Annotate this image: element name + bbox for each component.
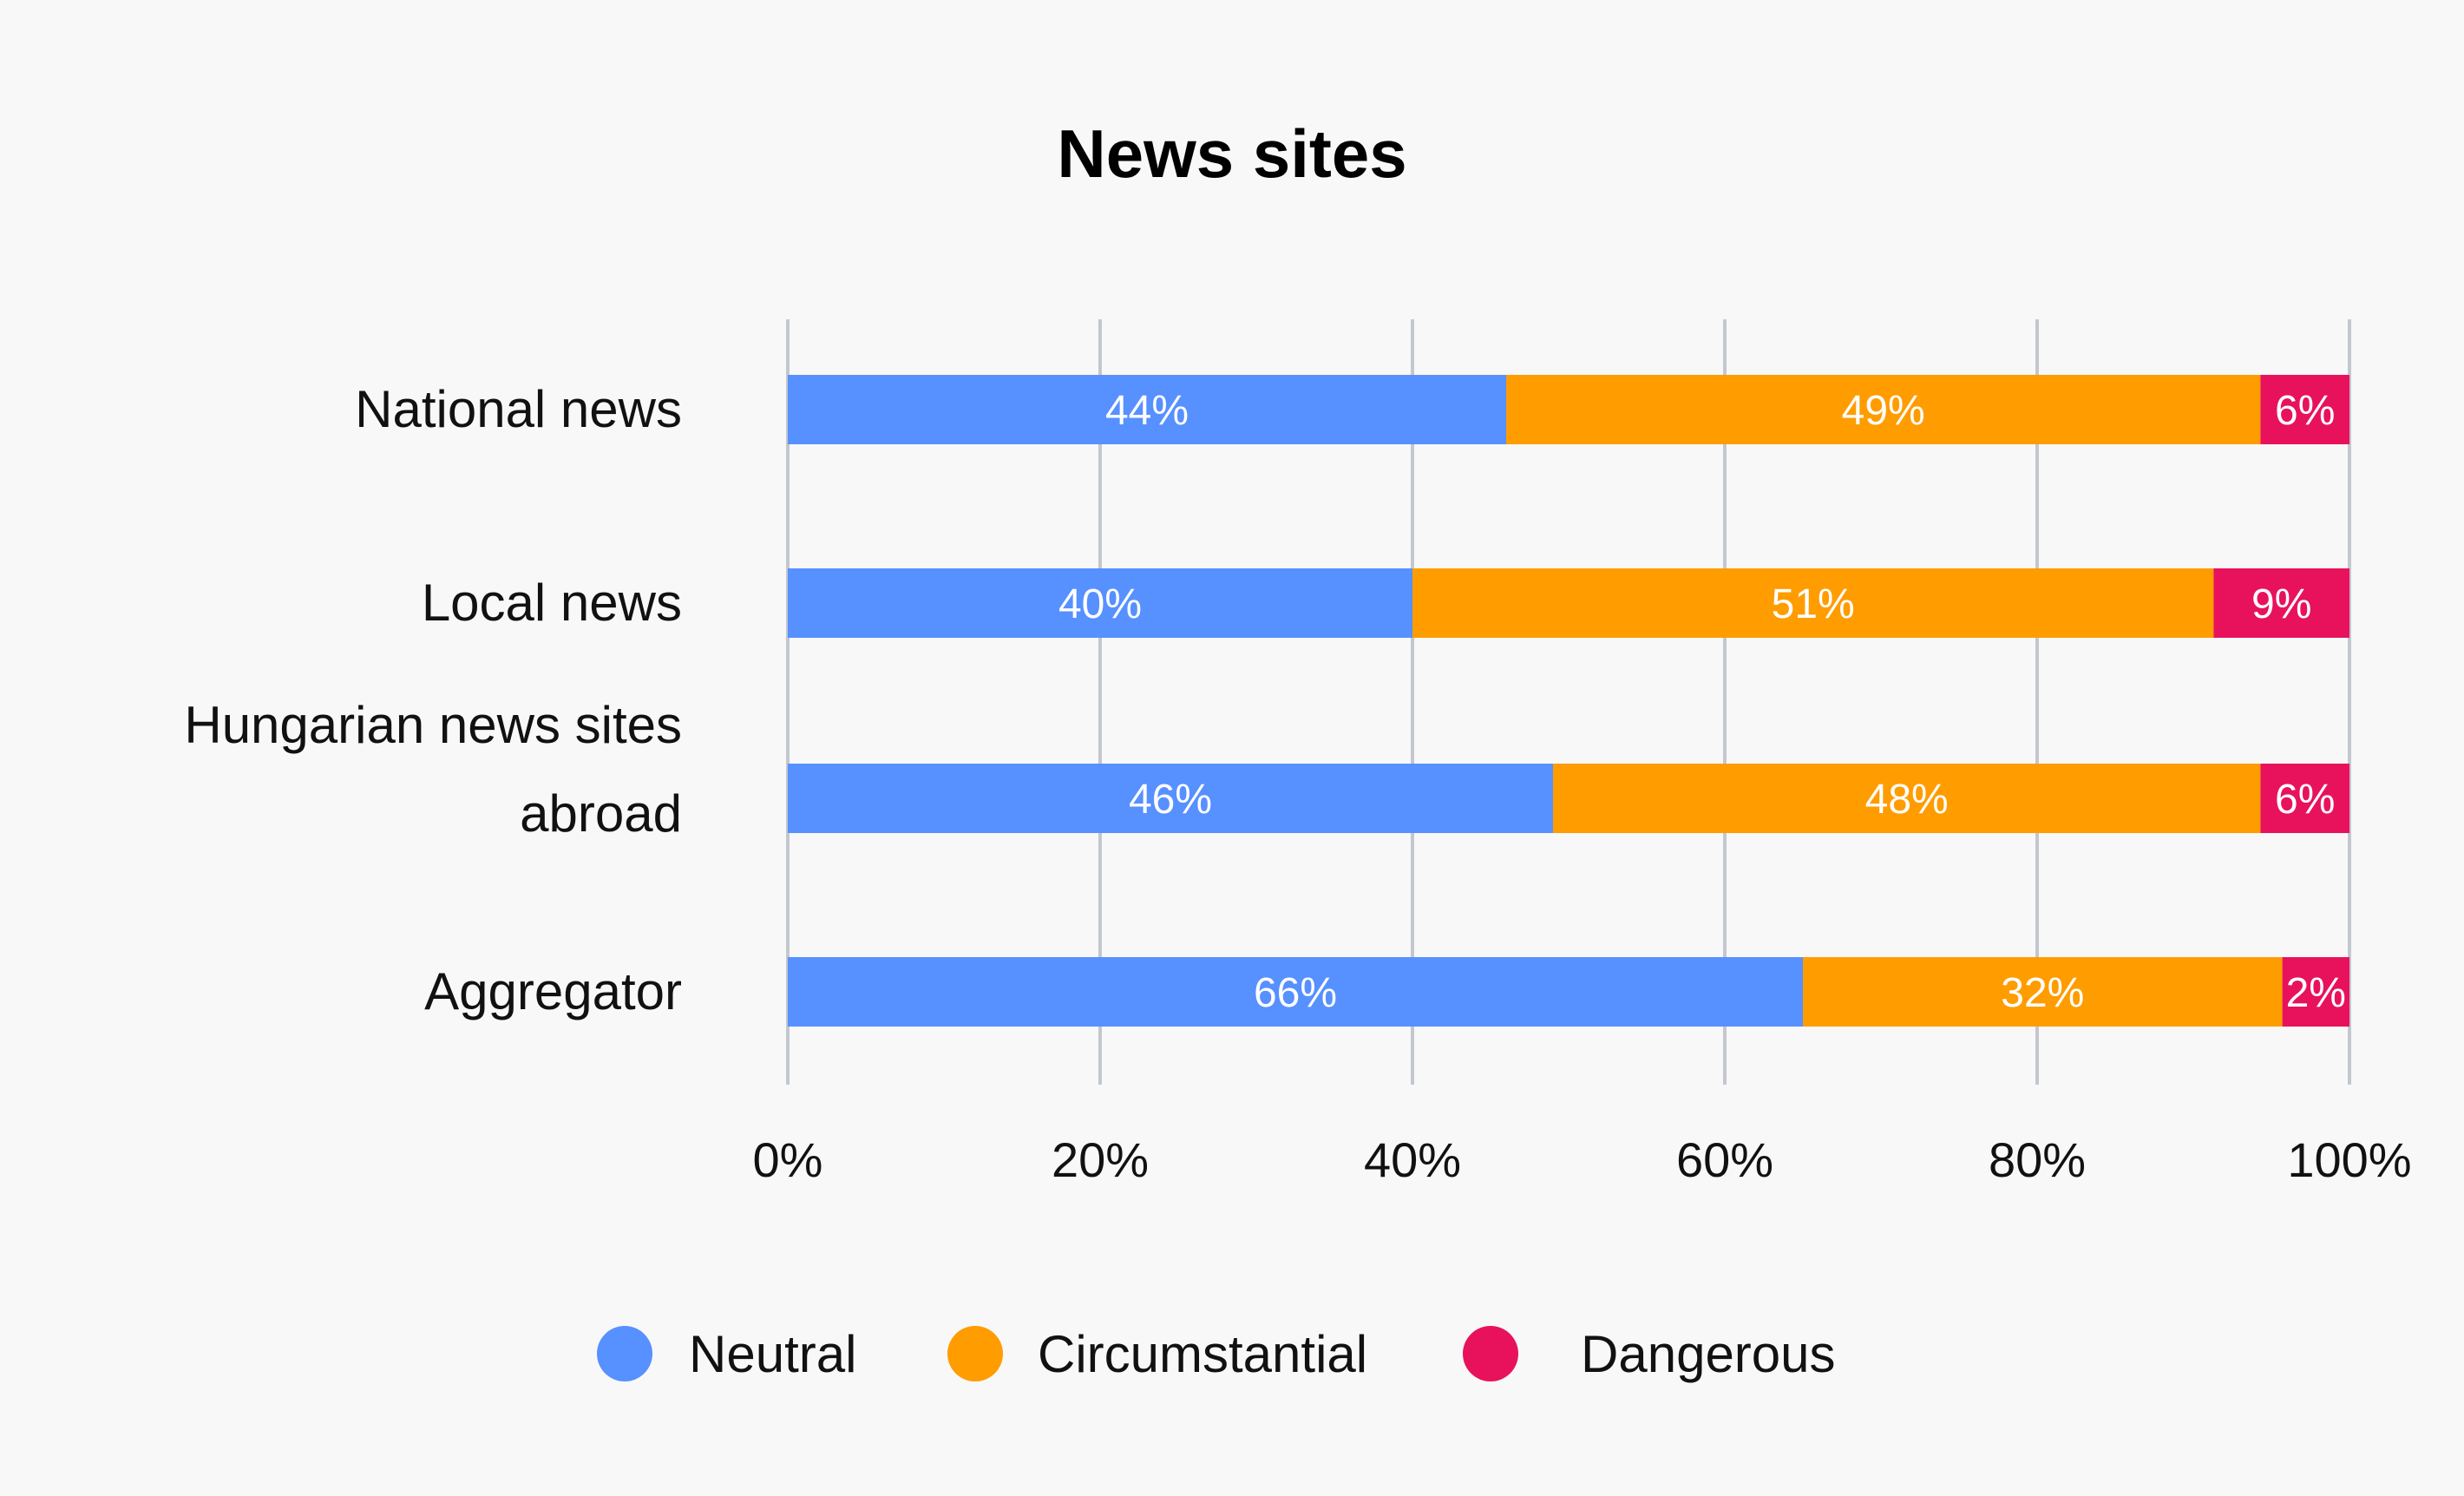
bar-label-aggregator-dangerous: 2% <box>2286 970 2346 1016</box>
bar-hungarian-news-sites-abroad-circumstantial <box>1553 764 2261 833</box>
bar-label-aggregator-circumstantial: 32% <box>2001 970 2084 1016</box>
bar-local-news-dangerous <box>2213 568 2349 638</box>
bar-aggregator-neutral <box>788 957 1803 1027</box>
bar-label-local-news-dangerous: 9% <box>2251 581 2311 627</box>
bar-aggregator-dangerous <box>2282 957 2349 1027</box>
legend-marker-circumstantial <box>947 1326 1003 1381</box>
bar-hungarian-news-sites-abroad-dangerous <box>2260 764 2349 833</box>
x-tick-label-0: 0% <box>753 1132 823 1187</box>
bar-label-hungarian-news-sites-abroad-circumstantial: 48% <box>1865 777 1949 823</box>
bar-national-news-neutral <box>788 375 1506 444</box>
legend-marker-dangerous <box>1463 1326 1518 1381</box>
bar-local-news-circumstantial <box>1412 568 2214 638</box>
x-tick-label-100: 100% <box>2287 1132 2411 1187</box>
category-label-local-news: Local news <box>422 574 682 632</box>
bar-label-national-news-neutral: 44% <box>1105 388 1189 434</box>
category-label-national-news: National news <box>355 380 682 438</box>
x-axis: 0% 20% 40% 60% 80% 100% <box>753 1132 2412 1187</box>
category-label-aggregator: Aggregator <box>424 962 682 1020</box>
category-labels: National news Local news Hungarian news si… <box>184 380 682 1020</box>
chart-title: News sites <box>1057 115 1406 192</box>
bar-label-local-news-circumstantial: 51% <box>1772 581 1855 627</box>
bar-label-aggregator-neutral: 66% <box>1254 970 1337 1016</box>
bar-label-local-news-neutral: 40% <box>1058 581 1142 627</box>
bar-label-hungarian-news-sites-abroad-dangerous: 6% <box>2275 777 2335 823</box>
legend-label-neutral: Neutral <box>689 1325 856 1383</box>
x-tick-label-40: 40% <box>1364 1132 1461 1187</box>
bar-label-national-news-dangerous: 6% <box>2275 388 2335 434</box>
x-tick-label-20: 20% <box>1052 1132 1149 1187</box>
bar-national-news-dangerous <box>2260 375 2349 444</box>
bar-hungarian-news-sites-abroad-neutral <box>788 764 1553 833</box>
bar-aggregator-circumstantial <box>1803 957 2283 1027</box>
legend-label-circumstantial: Circumstantial <box>1038 1325 1367 1383</box>
x-tick-label-60: 60% <box>1676 1132 1773 1187</box>
legend-label-dangerous: Dangerous <box>1581 1325 1836 1383</box>
category-label-hungarian-news-sites-abroad: Hungarian news sites abroad <box>184 696 682 843</box>
bar-local-news-neutral <box>788 568 1412 638</box>
bar-label-national-news-circumstantial: 49% <box>1842 388 1925 434</box>
bar-national-news-circumstantial <box>1506 375 2261 444</box>
bars: 44% 49% 6% 40% 51% 9% 46% 48% 6% 66% 32% 2% <box>788 375 2349 1027</box>
x-tick-label-80: 80% <box>1989 1132 2086 1187</box>
legend: Neutral Circumstantial Dangerous <box>597 1325 1836 1383</box>
bar-label-hungarian-news-sites-abroad-neutral: 46% <box>1129 777 1212 823</box>
legend-marker-neutral <box>597 1326 652 1381</box>
